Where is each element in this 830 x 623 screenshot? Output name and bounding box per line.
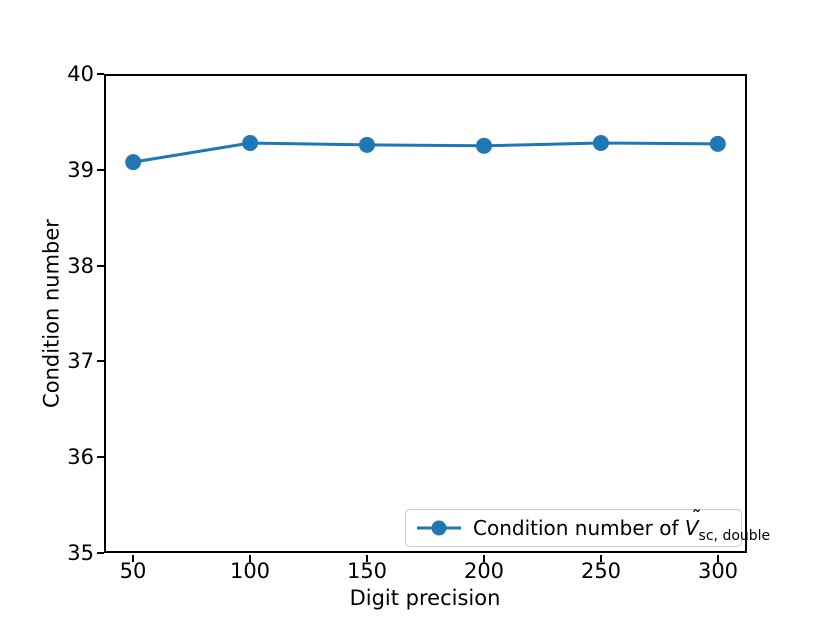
y-tick-label: 39 bbox=[67, 158, 94, 182]
legend-label-prefix: Condition number of bbox=[473, 516, 685, 540]
legend-var: V ˜ bbox=[684, 505, 702, 540]
plot-area: Condition number of V ˜ sc, double bbox=[104, 74, 770, 553]
tick-mark bbox=[97, 169, 104, 171]
x-tick-label: 200 bbox=[463, 559, 505, 583]
tick-mark bbox=[366, 555, 368, 562]
tick-mark bbox=[132, 555, 134, 562]
tick-mark bbox=[249, 555, 251, 562]
tick-mark bbox=[483, 555, 485, 562]
y-tick-label: 40 bbox=[67, 62, 94, 86]
legend: Condition number of V ˜ sc, double bbox=[405, 506, 770, 547]
x-tick-label: 50 bbox=[119, 559, 147, 583]
tick-mark bbox=[97, 73, 104, 75]
x-tick-label: 100 bbox=[229, 559, 271, 583]
tick-mark bbox=[717, 555, 719, 562]
legend-label: Condition number of V ˜ sc, double bbox=[473, 505, 770, 543]
y-tick-label: 37 bbox=[67, 349, 94, 373]
tick-mark bbox=[97, 552, 104, 554]
x-tick-label: 250 bbox=[580, 559, 622, 583]
y-axis-label: Condition number bbox=[39, 219, 64, 408]
y-tick-label: 36 bbox=[67, 445, 94, 469]
tick-mark bbox=[97, 360, 104, 362]
tick-mark bbox=[600, 555, 602, 562]
x-tick-label: 300 bbox=[697, 559, 739, 583]
x-axis-label: Digit precision bbox=[349, 586, 501, 610]
tilde-accent: ˜ bbox=[691, 505, 702, 530]
x-tick-label: 150 bbox=[346, 559, 388, 583]
legend-marker-icon bbox=[417, 520, 461, 536]
y-tick-label: 38 bbox=[67, 254, 94, 278]
tick-mark bbox=[97, 456, 104, 458]
tick-mark bbox=[97, 265, 104, 267]
legend-subscript: sc, double bbox=[698, 528, 771, 544]
y-tick-label: 35 bbox=[67, 541, 94, 565]
data-line bbox=[125, 135, 726, 171]
